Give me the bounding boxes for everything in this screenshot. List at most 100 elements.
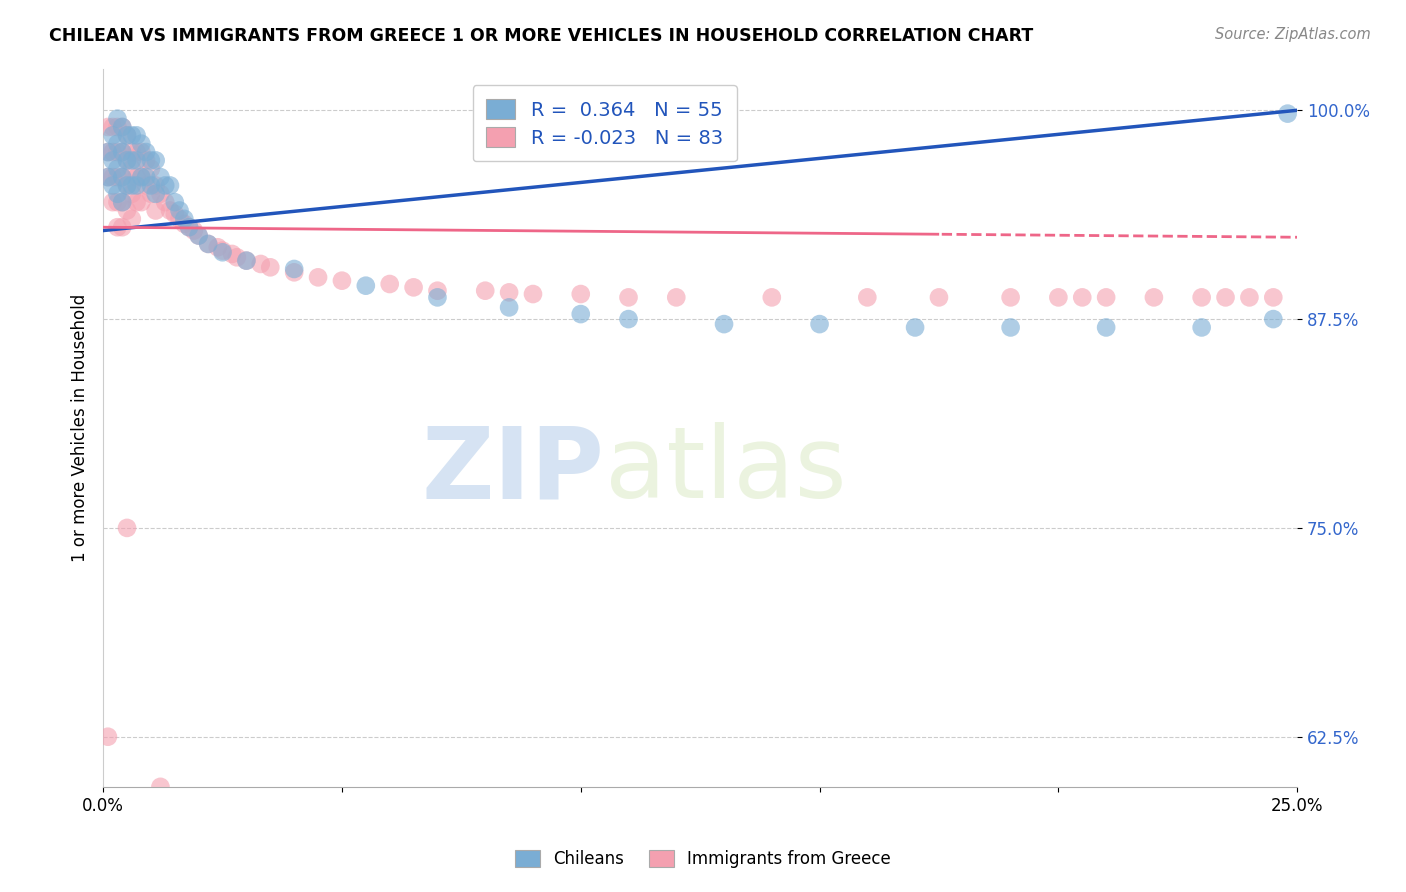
Point: [145, 178, 167, 193]
Point: [235, 253, 257, 268]
Point: [139, 178, 162, 193]
Point: [761, 290, 783, 304]
Point: [97, 120, 120, 134]
Point: [121, 153, 143, 168]
Point: [145, 186, 167, 201]
Point: [1263, 312, 1285, 326]
Point: [211, 245, 233, 260]
Point: [155, 195, 177, 210]
Point: [163, 195, 186, 210]
Point: [121, 128, 143, 143]
Point: [107, 120, 129, 134]
Point: [426, 290, 449, 304]
Point: [107, 186, 129, 201]
Point: [121, 211, 143, 226]
Point: [115, 128, 138, 143]
Point: [111, 145, 134, 159]
Point: [125, 170, 148, 185]
Point: [426, 284, 449, 298]
Point: [1191, 290, 1213, 304]
Point: [131, 195, 153, 210]
Text: Source: ZipAtlas.com: Source: ZipAtlas.com: [1215, 27, 1371, 42]
Point: [235, 253, 257, 268]
Point: [159, 203, 181, 218]
Point: [101, 170, 124, 185]
Point: [713, 317, 735, 331]
Point: [135, 145, 157, 159]
Point: [139, 186, 162, 201]
Point: [101, 195, 124, 210]
Point: [159, 178, 181, 193]
Point: [1095, 320, 1118, 334]
Point: [183, 223, 205, 237]
Point: [97, 730, 120, 744]
Point: [1215, 290, 1237, 304]
Point: [378, 277, 401, 291]
Point: [249, 257, 271, 271]
Point: [169, 211, 191, 226]
Point: [107, 112, 129, 126]
Point: [402, 280, 425, 294]
Point: [111, 170, 134, 185]
Point: [498, 301, 520, 315]
Point: [187, 228, 209, 243]
Point: [173, 217, 195, 231]
Point: [498, 285, 520, 300]
Point: [197, 236, 219, 251]
Point: [1263, 290, 1285, 304]
Point: [101, 128, 124, 143]
Point: [107, 195, 129, 210]
Point: [121, 178, 143, 193]
Legend: R =  0.364   N = 55, R = -0.023   N = 83: R = 0.364 N = 55, R = -0.023 N = 83: [472, 86, 737, 161]
Point: [1095, 290, 1118, 304]
Point: [101, 178, 124, 193]
Point: [163, 207, 186, 221]
Point: [617, 290, 640, 304]
Point: [283, 265, 305, 279]
Point: [115, 178, 138, 193]
Point: [115, 521, 138, 535]
Point: [131, 136, 153, 151]
Text: ZIP: ZIP: [422, 422, 605, 519]
Point: [522, 287, 544, 301]
Point: [139, 161, 162, 176]
Point: [97, 145, 120, 159]
Point: [107, 161, 129, 176]
Point: [904, 320, 927, 334]
Point: [97, 170, 120, 185]
Point: [135, 170, 157, 185]
Point: [125, 153, 148, 168]
Point: [177, 220, 200, 235]
Point: [111, 120, 134, 134]
Point: [330, 274, 353, 288]
Point: [107, 145, 129, 159]
Point: [569, 287, 592, 301]
Point: [1000, 320, 1022, 334]
Point: [107, 136, 129, 151]
Point: [1277, 106, 1299, 120]
Point: [115, 203, 138, 218]
Point: [131, 145, 153, 159]
Point: [259, 260, 281, 275]
Point: [115, 153, 138, 168]
Point: [101, 120, 124, 134]
Point: [121, 145, 143, 159]
Point: [856, 290, 879, 304]
Point: [173, 211, 195, 226]
Point: [808, 317, 831, 331]
Point: [221, 247, 243, 261]
Point: [115, 128, 138, 143]
Point: [139, 153, 162, 168]
Point: [474, 284, 496, 298]
Point: [111, 120, 134, 134]
Point: [177, 220, 200, 235]
Point: [111, 170, 134, 185]
Point: [1191, 320, 1213, 334]
Point: [135, 153, 157, 168]
Point: [665, 290, 688, 304]
Point: [97, 170, 120, 185]
Point: [107, 220, 129, 235]
Point: [111, 220, 134, 235]
Point: [121, 161, 143, 176]
Point: [101, 153, 124, 168]
